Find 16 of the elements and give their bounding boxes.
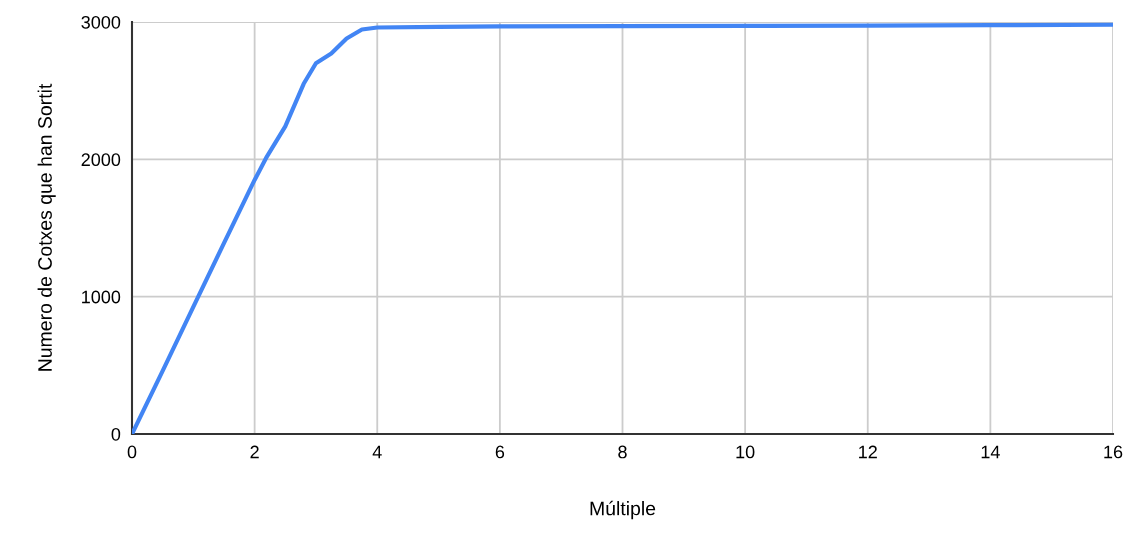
x-tick-label: 12 — [859, 445, 877, 459]
y-tick-label: 3000 — [81, 15, 121, 29]
y-tick-label: 1000 — [82, 290, 121, 304]
x-tick-label: 0 — [127, 445, 137, 459]
x-tick-label: 8 — [618, 445, 627, 459]
y-axis-title: Numero de Cotxes que han Sortit — [37, 83, 56, 371]
line-series — [132, 22, 1113, 434]
x-tick-label: 4 — [372, 445, 382, 459]
y-tick-label: 2000 — [81, 153, 121, 167]
x-tick-label: 16 — [1104, 445, 1123, 459]
x-tick-label: 14 — [981, 445, 1000, 459]
y-tick-label: 0 — [111, 427, 121, 441]
x-tick-label: 10 — [736, 445, 755, 459]
x-tick-label: 2 — [250, 445, 259, 459]
x-tick-label: 6 — [495, 445, 505, 459]
x-axis-title: Múltiple — [590, 500, 656, 520]
